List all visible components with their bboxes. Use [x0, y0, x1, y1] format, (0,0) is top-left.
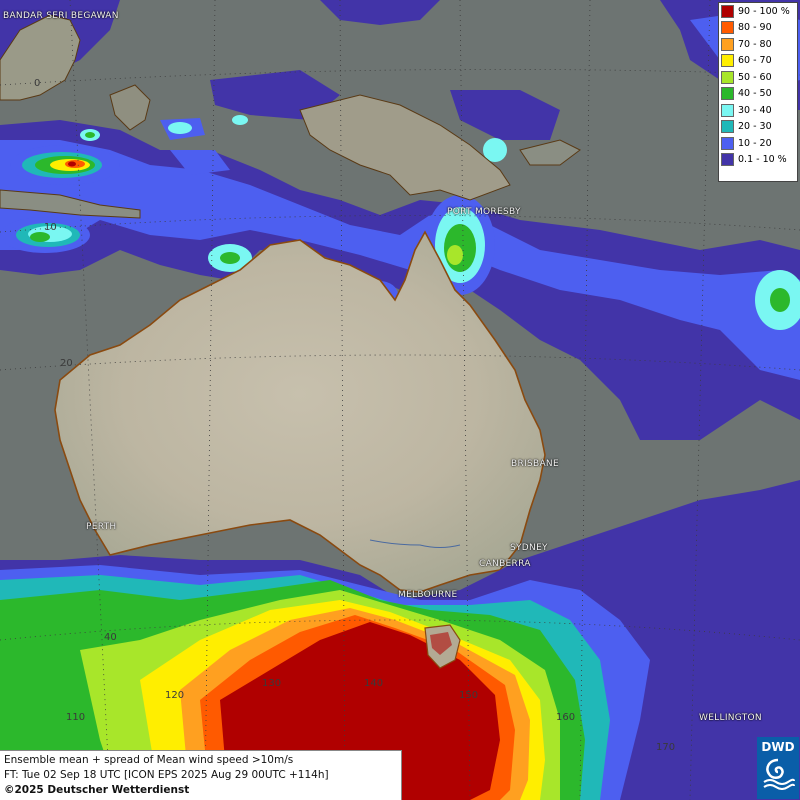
grid-label-lon-130: 130 — [262, 678, 282, 689]
info-box: Ensemble mean + spread of Mean wind spee… — [0, 750, 402, 800]
city-label-brisbane: BRISBANE — [511, 459, 559, 469]
legend-row: 30 - 40 — [719, 102, 797, 119]
legend-label: 40 - 50 — [738, 88, 772, 100]
legend-swatch — [721, 103, 734, 117]
legend-row: 20 - 30 — [719, 119, 797, 136]
tropical-probability-field — [0, 0, 800, 440]
city-label-melbourne: MELBOURNE — [398, 590, 458, 600]
legend-row: 0.1 - 10 % — [719, 152, 797, 169]
city-label-wellington: WELLINGTON — [699, 713, 762, 723]
info-forecast-time: FT: Tue 02 Sep 18 UTC [ICON EPS 2025 Aug… — [4, 769, 329, 781]
legend-label: 10 - 20 — [738, 137, 772, 149]
legend-label: 60 - 70 — [738, 55, 772, 67]
legend-label: 90 - 100 % — [738, 5, 790, 17]
legend-label: 80 - 90 — [738, 22, 772, 34]
dwd-logo-text: DWD — [761, 740, 795, 754]
grid-label-lon-110: 110 — [66, 712, 86, 723]
legend-label: 20 - 30 — [738, 121, 772, 133]
city-label-bandar: BANDAR SERI BEGAWAN — [3, 11, 119, 21]
legend-swatch — [721, 37, 734, 51]
legend-label: 70 - 80 — [738, 38, 772, 50]
grid-label-lat-10: 10 — [44, 222, 57, 233]
grid-label-lon-170: 170 — [656, 742, 676, 753]
dwd-logo: DWD — [757, 737, 799, 799]
dwd-swirl-icon — [763, 758, 795, 790]
legend-row: 40 - 50 — [719, 86, 797, 103]
legend-swatch — [721, 87, 734, 101]
legend-swatch — [721, 21, 734, 35]
legend-label: 0.1 - 10 % — [738, 154, 787, 166]
legend-swatch — [721, 153, 734, 167]
legend-row: 90 - 100 % — [719, 3, 797, 20]
legend-row: 80 - 90 — [719, 20, 797, 37]
grid-label-lon-140: 140 — [364, 678, 384, 689]
legend-label: 30 - 40 — [738, 104, 772, 116]
legend-row: 50 - 60 — [719, 69, 797, 86]
info-copyright: ©2025 Deutscher Wetterdienst — [4, 784, 190, 796]
legend-row: 70 - 80 — [719, 36, 797, 53]
city-label-canberra: CANBERRA — [479, 559, 531, 569]
info-title: Ensemble mean + spread of Mean wind spee… — [4, 754, 294, 766]
land-north — [0, 14, 581, 219]
grid-label-lon-160: 160 — [556, 712, 576, 723]
grid-label-lat-40: 40 — [104, 632, 117, 643]
legend-label: 50 - 60 — [738, 71, 772, 83]
legend: 90 - 100 % 80 - 90 70 - 80 60 - 70 50 - 60 40… — [718, 2, 798, 182]
grid-label-lon-150: 150 — [459, 690, 479, 701]
legend-swatch — [721, 4, 734, 18]
city-label-sydney: SYDNEY — [510, 543, 548, 553]
legend-swatch — [721, 54, 734, 68]
southern-probability-field — [0, 480, 800, 800]
grid-label-lat-20: 20 — [60, 358, 73, 369]
legend-swatch — [721, 70, 734, 84]
legend-row: 60 - 70 — [719, 53, 797, 70]
legend-row: 10 - 20 — [719, 135, 797, 152]
river — [369, 539, 461, 548]
city-label-port-moresby: PORT MORESBY — [447, 207, 521, 217]
legend-swatch — [721, 120, 734, 134]
city-label-perth: PERTH — [86, 522, 117, 532]
grid-label-lon-120: 120 — [165, 690, 185, 701]
grid-label-lat-0: 0 — [34, 78, 41, 89]
australia — [54, 230, 546, 593]
legend-swatch — [721, 136, 734, 150]
